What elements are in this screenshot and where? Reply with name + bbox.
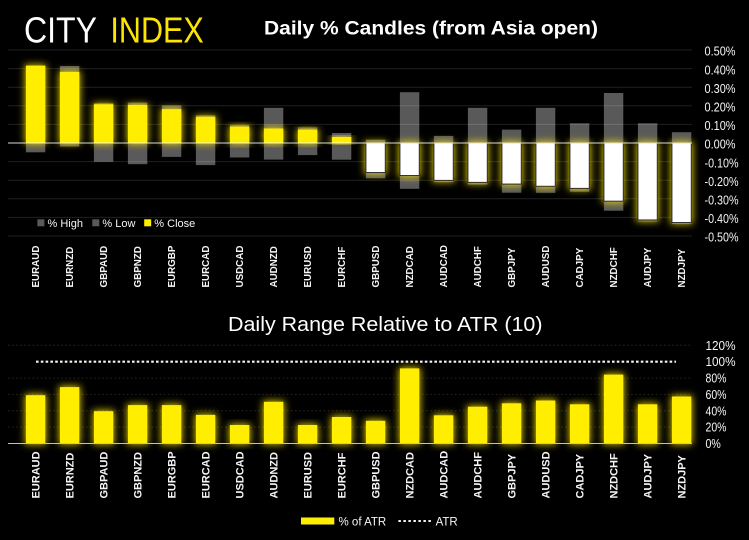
- svg-text:EURGBP: EURGBP: [167, 451, 179, 498]
- svg-text:AUDCHF: AUDCHF: [473, 452, 485, 499]
- svg-text:0.50%: 0.50%: [705, 45, 736, 59]
- svg-text:GBPJPY: GBPJPY: [507, 247, 518, 287]
- svg-text:AUDCAD: AUDCAD: [439, 451, 451, 499]
- svg-text:USDCAD: USDCAD: [235, 451, 247, 498]
- svg-text:CADJPY: CADJPY: [575, 247, 586, 287]
- svg-text:20%: 20%: [706, 420, 727, 435]
- svg-text:0%: 0%: [706, 436, 722, 451]
- svg-text:EURCAD: EURCAD: [201, 246, 212, 288]
- svg-text:Daily % Candles (from Asia ope: Daily % Candles (from Asia open): [264, 18, 598, 40]
- svg-text:GBPAUD: GBPAUD: [99, 246, 110, 288]
- svg-text:Daily Range Relative to ATR (1: Daily Range Relative to ATR (10): [228, 313, 543, 336]
- svg-text:EURCHF: EURCHF: [337, 452, 349, 498]
- svg-text:GBPUSD: GBPUSD: [371, 246, 382, 288]
- svg-text:GBPAUD: GBPAUD: [99, 452, 111, 499]
- svg-text:0.00%: 0.00%: [705, 138, 736, 152]
- svg-text:NZDCHF: NZDCHF: [609, 453, 621, 498]
- svg-text:AUDUSD: AUDUSD: [541, 451, 553, 498]
- svg-text:EURNZD: EURNZD: [65, 247, 76, 288]
- svg-text:GBPNZD: GBPNZD: [133, 246, 144, 287]
- svg-text:120%: 120%: [706, 338, 736, 353]
- svg-text:-0.20%: -0.20%: [705, 175, 739, 189]
- svg-text:EURAUD: EURAUD: [31, 451, 43, 498]
- svg-text:EURNZD: EURNZD: [65, 453, 77, 499]
- svg-text:USDCAD: USDCAD: [235, 246, 246, 288]
- svg-text:NZDCHF: NZDCHF: [609, 247, 620, 287]
- svg-text:AUDJPY: AUDJPY: [643, 247, 654, 287]
- svg-text:NZDCAD: NZDCAD: [405, 452, 417, 498]
- svg-text:100%: 100%: [706, 354, 736, 369]
- svg-text:-0.50%: -0.50%: [705, 231, 739, 245]
- svg-text:EURAUD: EURAUD: [31, 246, 42, 288]
- svg-text:% of ATR: % of ATR: [339, 517, 387, 529]
- svg-text:NZDJPY: NZDJPY: [677, 454, 689, 498]
- svg-text:NZDCAD: NZDCAD: [405, 246, 416, 287]
- svg-text:-0.40%: -0.40%: [705, 212, 739, 226]
- svg-text:EURCHF: EURCHF: [337, 247, 348, 288]
- svg-text:AUDNZD: AUDNZD: [269, 452, 281, 498]
- svg-text:CITY: CITY: [24, 10, 97, 51]
- svg-text:AUDNZD: AUDNZD: [269, 246, 280, 287]
- svg-text:0.10%: 0.10%: [705, 119, 736, 133]
- svg-text:NZDJPY: NZDJPY: [677, 248, 688, 287]
- svg-text:60%: 60%: [706, 387, 727, 402]
- svg-text:EURUSD: EURUSD: [303, 246, 314, 287]
- svg-text:0.30%: 0.30%: [705, 82, 736, 96]
- svg-text:AUDCAD: AUDCAD: [439, 245, 450, 287]
- svg-text:0.20%: 0.20%: [705, 101, 736, 115]
- svg-text:GBPNZD: GBPNZD: [133, 452, 145, 499]
- svg-text:AUDUSD: AUDUSD: [541, 246, 552, 288]
- svg-text:CADJPY: CADJPY: [575, 453, 587, 498]
- svg-text:0.40%: 0.40%: [705, 63, 736, 77]
- svg-text:40%: 40%: [706, 403, 727, 418]
- svg-text:80%: 80%: [706, 371, 727, 386]
- svg-text:-0.10%: -0.10%: [705, 156, 739, 170]
- svg-text:EURUSD: EURUSD: [303, 452, 315, 499]
- svg-text:% Low: % Low: [102, 218, 135, 230]
- svg-text:EURGBP: EURGBP: [167, 245, 178, 287]
- svg-text:% High: % High: [48, 218, 83, 230]
- svg-text:INDEX: INDEX: [110, 10, 203, 51]
- svg-text:ATR: ATR: [436, 517, 458, 529]
- svg-text:AUDJPY: AUDJPY: [643, 453, 655, 498]
- svg-text:GBPJPY: GBPJPY: [507, 453, 519, 498]
- svg-text:GBPUSD: GBPUSD: [371, 451, 383, 498]
- svg-text:AUDCHF: AUDCHF: [473, 246, 484, 287]
- svg-text:-0.30%: -0.30%: [705, 194, 739, 208]
- svg-text:% Close: % Close: [154, 218, 195, 230]
- svg-text:EURCAD: EURCAD: [201, 451, 213, 498]
